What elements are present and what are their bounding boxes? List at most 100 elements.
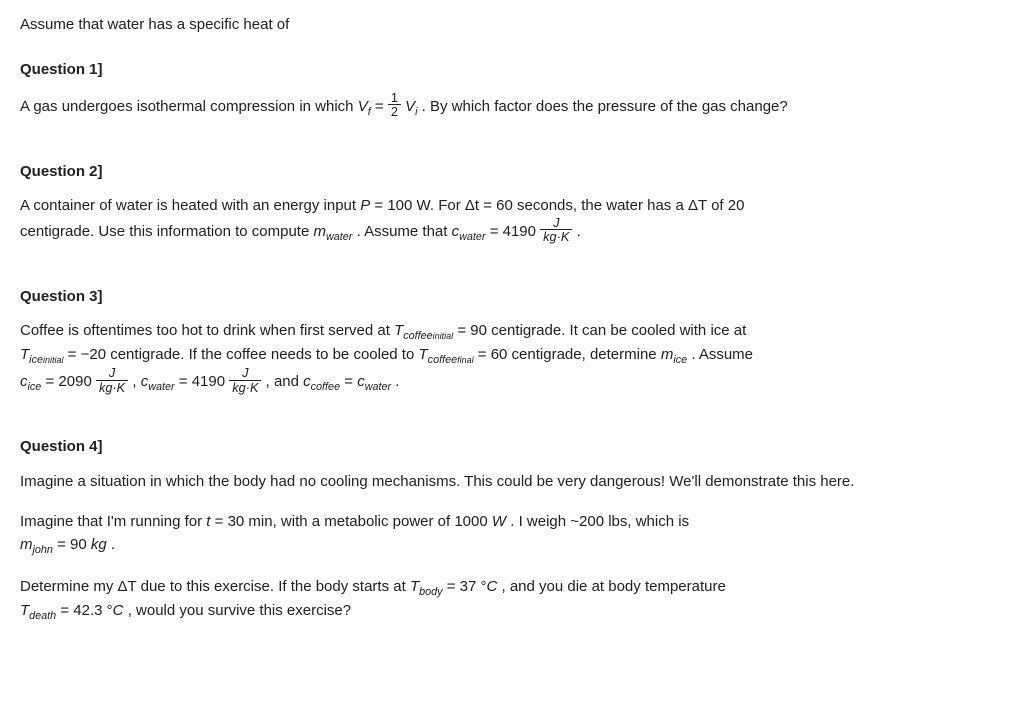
q3-frac1-den: kg·K	[96, 381, 128, 394]
q2-t4: centigrade. Use this information to comp…	[20, 223, 313, 240]
q2-body: A container of water is heated with an e…	[20, 195, 1004, 245]
q3-val2: = −20 centigrade. If the coffee needs to…	[68, 346, 419, 363]
q2-dT: ΔT	[688, 197, 707, 214]
q3-val3: = 60 centigrade, determine	[478, 346, 661, 363]
q4-kg: kg	[91, 536, 107, 553]
q4-mval: = 90	[57, 536, 91, 553]
q2-frac: Jkg·K	[540, 216, 572, 244]
q3-Tcof2-sub: coffee	[428, 354, 457, 366]
q3-Tice-sub2: initial	[43, 355, 64, 365]
q4-C2: C	[113, 602, 124, 619]
q4-mjohn: m	[20, 536, 33, 553]
q4-Tbody-sub: body	[419, 586, 442, 598]
q3-mice-sub: ice	[673, 354, 687, 366]
q3-cwater-sub: water	[148, 381, 174, 393]
q1-text1: A gas undergoes isothermal compression i…	[20, 98, 358, 115]
q4-t1: Imagine that I'm running for	[20, 513, 206, 530]
q4-t: t	[206, 513, 210, 530]
q2-t2: seconds, the water has a	[517, 197, 688, 214]
q3-frac2: Jkg·K	[229, 366, 261, 394]
q4-t2: . I weigh ~200 lbs, which is	[510, 513, 689, 530]
q1-body: A gas undergoes isothermal compression i…	[20, 93, 1004, 121]
q2-eq3: =	[490, 223, 503, 240]
q3-cice: c	[20, 373, 28, 390]
q4-Tbody-val: = 37 °	[447, 578, 487, 595]
q4-t3: Determine my	[20, 578, 118, 595]
q4-heading: Question 4]	[20, 436, 1004, 459]
q3-cice-val: = 2090	[45, 373, 95, 390]
q3-body: Coffee is oftentimes too hot to drink wh…	[20, 320, 1004, 396]
q3-and: , and	[266, 373, 304, 390]
q2-t1: A container of water is heated with an e…	[20, 197, 360, 214]
q4-Tbody: T	[410, 578, 419, 595]
q3-frac1: Jkg·K	[96, 366, 128, 394]
q4-mjohn-sub: john	[33, 544, 53, 556]
q3-ccof-sub: coffee	[311, 381, 340, 393]
q2-Pval: 100 W. For	[387, 197, 465, 214]
q2-mwater-sub: water	[326, 231, 352, 243]
q3-val1: = 90 centigrade. It can be cooled with i…	[457, 322, 746, 339]
q4-Tdeath: T	[20, 602, 29, 619]
q4-Tdeath-sub: death	[29, 610, 56, 622]
q4-W: W	[492, 513, 506, 530]
q2-P: P	[360, 197, 370, 214]
q1-Vf-sub: f	[368, 106, 371, 118]
q3-ccof: c	[303, 373, 311, 390]
q4-Tdeath-val: = 42.3 °	[60, 602, 112, 619]
q4-p3: Determine my ΔT due to this exercise. If…	[20, 576, 1004, 624]
q2-mwater: m	[313, 223, 326, 240]
q4-C1: C	[486, 578, 497, 595]
q3-Tcof-sub2: initial	[433, 331, 454, 341]
q1-text2: . By which factor does the pressure of t…	[422, 98, 788, 115]
q1-frac-den: 2	[388, 105, 401, 118]
q3-comma1: ,	[132, 373, 140, 390]
q2-dtval: 60	[496, 197, 517, 214]
q3-Tcof: T	[394, 322, 403, 339]
q1-eq: =	[375, 98, 388, 115]
q3-Tice: T	[20, 346, 29, 363]
q3-eq: =	[344, 373, 357, 390]
q3-t1: Coffee is oftentimes too hot to drink wh…	[20, 322, 394, 339]
q3-cwater2: c	[357, 373, 365, 390]
q2-eq1: =	[374, 197, 387, 214]
q4-dot1: .	[111, 536, 115, 553]
q4-t6: , would you survive this exercise?	[128, 602, 351, 619]
q4-p1: Imagine a situation in which the body ha…	[20, 471, 1004, 494]
q2-eq2: =	[483, 197, 496, 214]
q2-dt: Δt	[465, 197, 479, 214]
q1-frac-num: 1	[388, 91, 401, 105]
q1-Vi-sub: i	[415, 106, 417, 118]
q4-tval: = 30 min, with a metabolic power of 1000	[215, 513, 492, 530]
q3-cwater-val: = 4190	[179, 373, 229, 390]
q2-t3: of 20	[711, 197, 744, 214]
q4-p2: Imagine that I'm running for t = 30 min,…	[20, 511, 1004, 558]
q3-Tcof2-sub2: final	[457, 355, 474, 365]
q3-mice: m	[661, 346, 674, 363]
q2-cwater: c	[452, 223, 460, 240]
q3-cwater2-sub: water	[365, 381, 391, 393]
q3-frac1-num: J	[96, 366, 128, 380]
q1-frac: 12	[388, 91, 401, 119]
q3-cice-sub: ice	[28, 381, 42, 393]
q1-heading: Question 1]	[20, 59, 1004, 82]
q3-Tcof2: T	[419, 346, 428, 363]
q1-Vf: V	[358, 98, 368, 115]
q3-heading: Question 3]	[20, 286, 1004, 309]
q2-dot: .	[577, 223, 581, 240]
q1-Vi: V	[405, 98, 415, 115]
q3-Tcof-sub: coffee	[403, 330, 432, 342]
q3-dot: .	[395, 373, 399, 390]
q4-dT: ΔT	[118, 578, 137, 595]
q3-frac2-den: kg·K	[229, 381, 261, 394]
q2-cwater-sub: water	[459, 231, 485, 243]
q2-frac-den: kg·K	[540, 230, 572, 243]
q4-t5: , and you die at body temperature	[502, 578, 726, 595]
q2-t5: . Assume that	[357, 223, 452, 240]
q3-Tice-sub: ice	[29, 354, 43, 366]
intro-text: Assume that water has a specific heat of	[20, 14, 1004, 37]
q2-heading: Question 2]	[20, 161, 1004, 184]
q4-t4: due to this exercise. If the body starts…	[141, 578, 410, 595]
q3-t2: . Assume	[691, 346, 753, 363]
q2-cval: 4190	[503, 223, 536, 240]
q2-frac-num: J	[540, 216, 572, 230]
